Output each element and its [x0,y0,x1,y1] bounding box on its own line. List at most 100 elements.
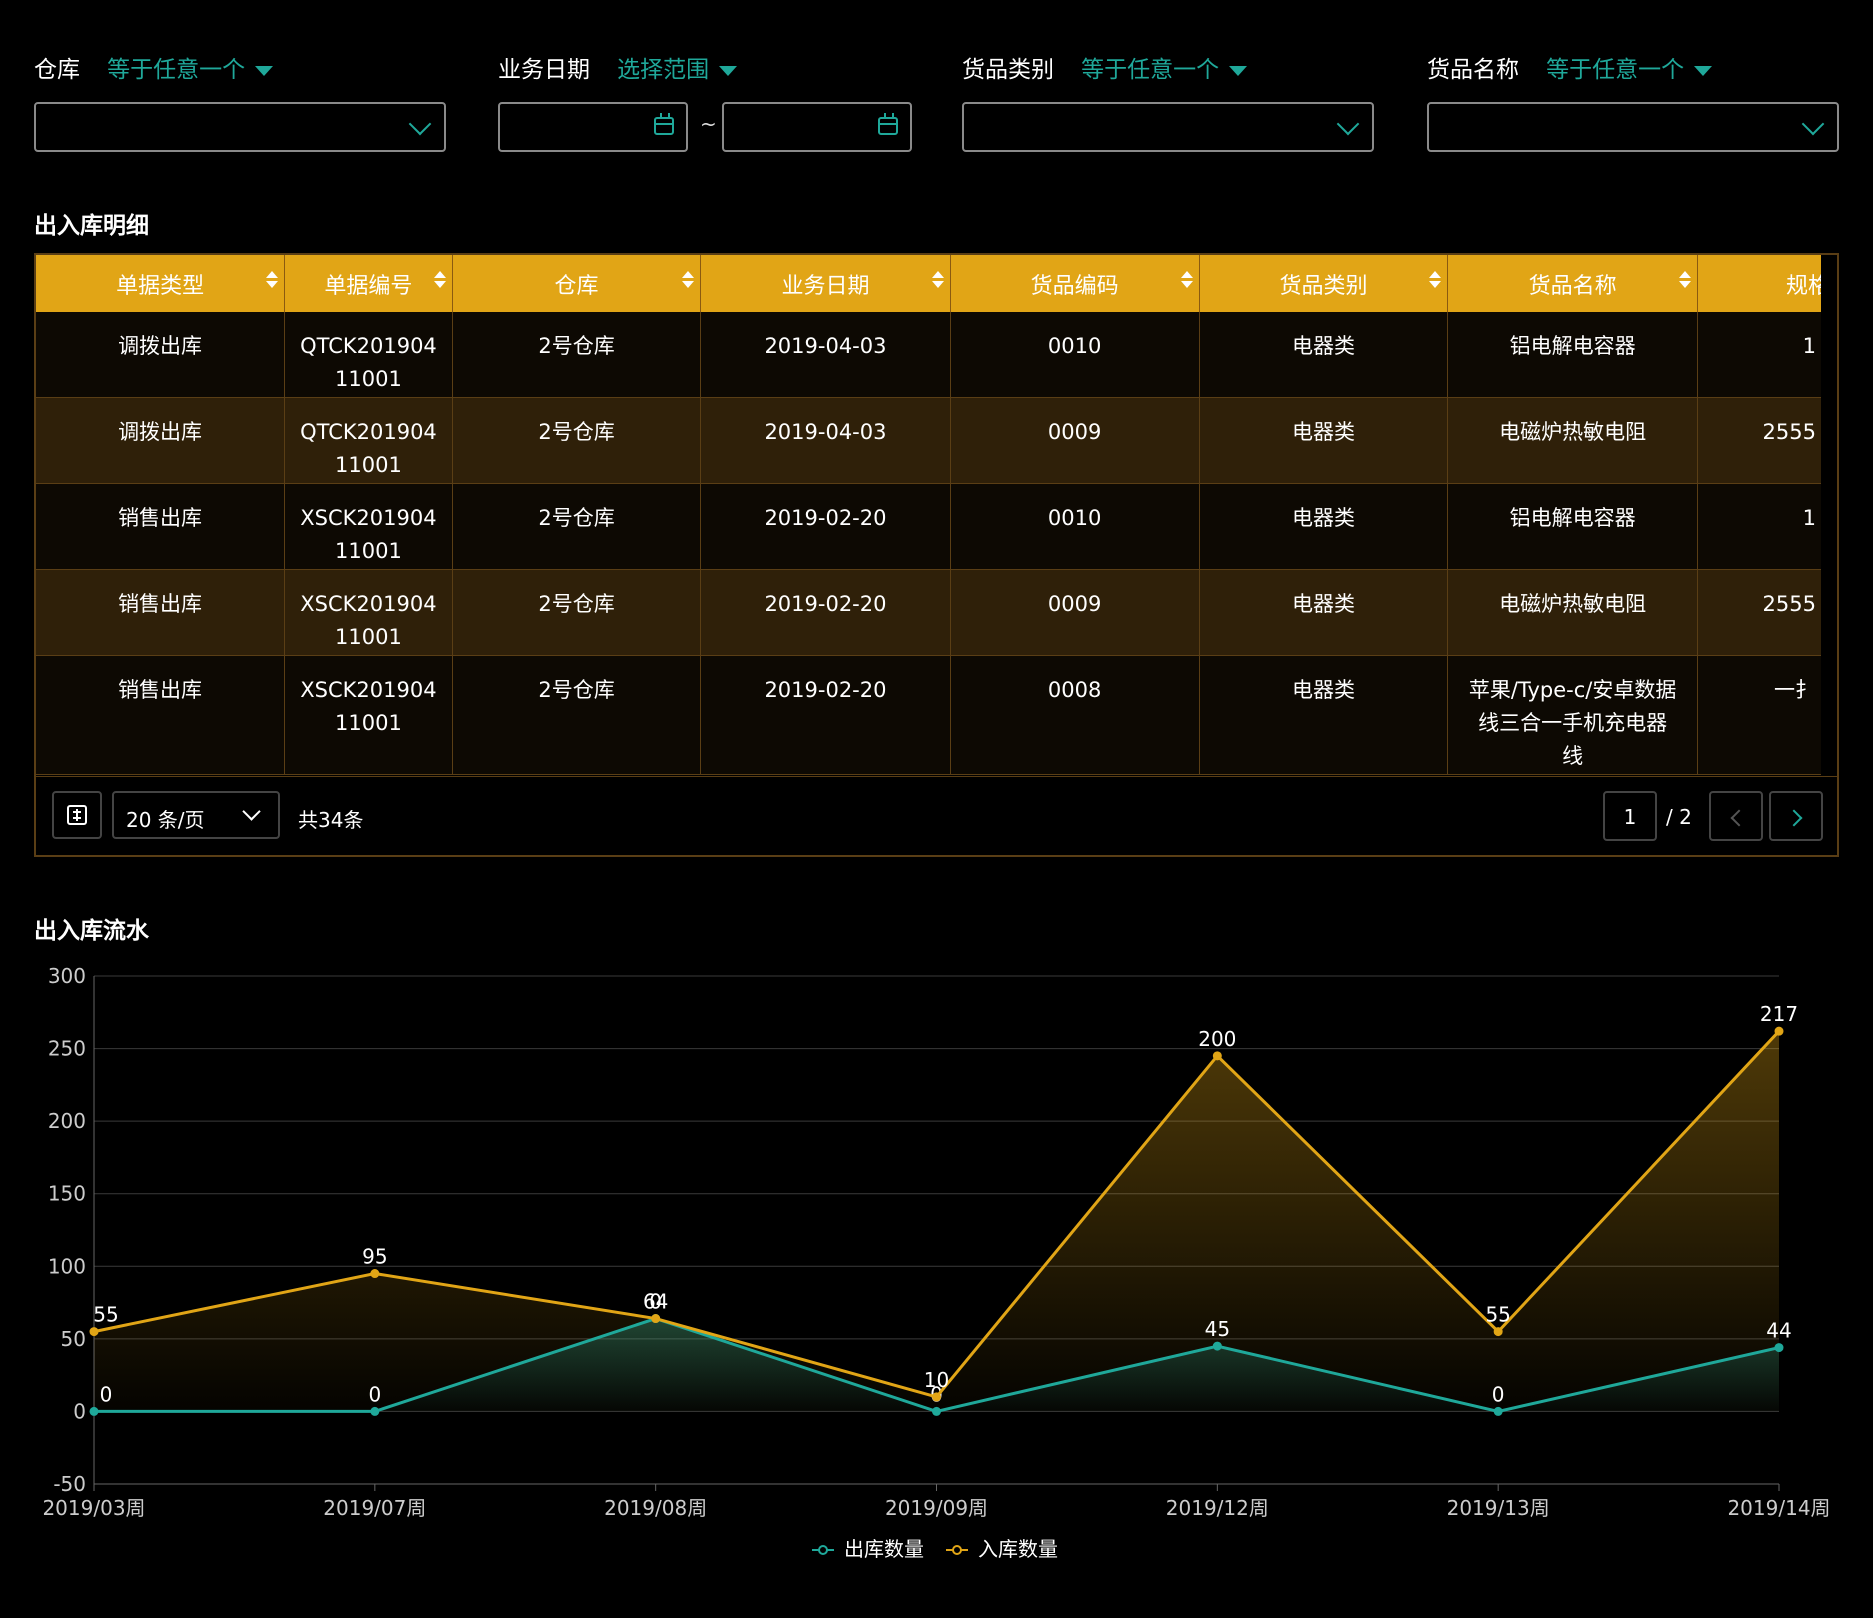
data-label: 64 [643,1290,668,1314]
column-header-type[interactable]: 单据类型 [36,255,286,312]
data-point[interactable] [1493,1406,1503,1416]
table-row[interactable]: 销售出库 XSCK201904 11001 2号仓库 2019-02-20 001… [36,483,1837,570]
cell-warehouse: 2号仓库 [452,312,702,398]
x-tick-label: 2019/09周 [885,1496,988,1520]
filter-operator-dropdown[interactable]: 等于任意一个 [107,50,274,90]
data-point[interactable] [89,1327,99,1337]
page-number-input[interactable]: 1 [1603,791,1657,841]
cell-date: 2019-04-03 [700,397,951,484]
table-row[interactable]: 销售出库 XSCK201904 11001 2号仓库 2019-02-20 000… [36,569,1837,656]
cell-spec: 一扌 [1697,655,1837,775]
y-tick-label: 50 [61,1327,86,1351]
cell-warehouse: 2号仓库 [452,397,702,484]
filter-operator-dropdown[interactable]: 选择范围 [617,50,738,90]
data-point[interactable] [932,1392,941,1402]
chevron-down-icon [1801,112,1825,136]
data-point[interactable] [932,1406,941,1416]
data-label: 55 [93,1303,118,1327]
data-label: 0 [368,1382,381,1406]
start-date-input[interactable] [498,102,688,152]
data-point[interactable] [1212,1051,1222,1061]
column-header-code[interactable]: 货品编码 [950,255,1200,312]
warehouse-select[interactable] [34,102,446,152]
column-header-doc-no[interactable]: 单据编号 [284,255,453,312]
data-point[interactable] [89,1406,99,1416]
y-tick-label: 200 [48,1109,86,1133]
cell-category: 电器类 [1199,312,1449,398]
y-tick-label: 0 [73,1399,86,1423]
cell-category: 电器类 [1199,569,1449,656]
page-size-select[interactable]: 20 条/页 [112,791,280,839]
cell-type: 销售出库 [36,655,286,775]
next-page-button[interactable] [1769,791,1823,841]
caret-down-icon [1694,65,1713,76]
data-point[interactable] [370,1406,380,1416]
legend-swatch-dot [952,1545,962,1555]
pagination-bar: 20 条/页 共34条 1 / 2 [36,776,1837,855]
prev-page-button[interactable] [1709,791,1763,841]
detail-table: 单据类型 单据编号 仓库 业务日期 货品编码 货品类别 货品名称 规格 调拨出库… [34,253,1839,857]
table-row[interactable]: 调拨出库 QTCK201904 11001 2号仓库 2019-04-03 001… [36,312,1837,398]
table-row[interactable]: 调拨出库 QTCK201904 11001 2号仓库 2019-04-03 000… [36,397,1837,484]
cell-name: 电磁炉热敏电阻 [1447,397,1698,484]
y-tick-label: 100 [48,1254,86,1278]
filter-label: 货品类别 [962,57,1054,83]
flow-section-title: 出入库流水 [34,918,149,944]
column-header-category[interactable]: 货品类别 [1199,255,1449,312]
x-tick-label: 2019/13周 [1447,1496,1550,1520]
filter-operator-dropdown[interactable]: 等于任意一个 [1081,50,1248,90]
category-select[interactable] [962,102,1374,152]
cell-doc-no: XSCK201904 11001 [284,569,453,656]
data-point[interactable] [1493,1327,1503,1337]
data-point[interactable] [370,1269,380,1279]
end-date-input[interactable] [722,102,912,152]
page-size-value: 20 条/页 [126,808,205,832]
total-count: 共34条 [298,808,364,832]
cell-doc-no: XSCK201904 11001 [284,483,453,570]
column-header-warehouse[interactable]: 仓库 [452,255,702,312]
x-tick-label: 2019/07周 [323,1496,426,1520]
filter-business-date: 业务日期 选择范围 ~ [498,50,912,152]
column-header-spec[interactable]: 规格 [1697,255,1837,312]
data-point[interactable] [651,1314,661,1324]
data-label: 0 [649,1290,662,1314]
cell-spec: 1 [1697,483,1837,570]
filter-label: 业务日期 [498,57,590,83]
product-name-select[interactable] [1427,102,1839,152]
data-point[interactable] [1774,1343,1784,1353]
cell-name: 苹果/Type-c/安卓数据 线三合一手机充电器线 [1447,655,1698,775]
column-settings-button[interactable] [52,791,102,839]
data-point[interactable] [1212,1341,1222,1351]
detail-section-title: 出入库明细 [34,213,149,239]
table-row[interactable]: 销售出库 XSCK201904 11001 2号仓库 2019-02-20 000… [36,655,1837,775]
legend-item-0[interactable]: 出库数量 [812,1537,924,1561]
y-tick-label: 250 [48,1037,86,1061]
data-label: 200 [1198,1027,1236,1051]
legend-label: 出库数量 [844,1537,924,1561]
column-header-date[interactable]: 业务日期 [700,255,951,312]
cell-name: 电磁炉热敏电阻 [1447,569,1698,656]
chevron-down-icon [408,112,432,136]
legend-label: 入库数量 [978,1537,1058,1561]
data-point[interactable] [1774,1026,1784,1036]
horizontal-scroll-edge [1821,255,1837,855]
cell-warehouse: 2号仓库 [452,655,702,775]
chevron-right-icon [1785,809,1803,827]
filter-category: 货品类别 等于任意一个 [962,50,1376,152]
data-label: 10 [924,1368,949,1392]
cell-type: 销售出库 [36,569,286,656]
cell-doc-no: XSCK201904 11001 [284,655,453,775]
cell-category: 电器类 [1199,483,1449,570]
cell-category: 电器类 [1199,397,1449,484]
cell-spec: 1 [1697,312,1837,398]
chevron-down-icon [242,802,261,821]
chevron-down-icon [1336,112,1360,136]
cell-name: 铝电解电容器 [1447,312,1698,398]
column-header-name[interactable]: 货品名称 [1447,255,1698,312]
filter-operator-dropdown[interactable]: 等于任意一个 [1546,50,1713,90]
cell-doc-no: QTCK201904 11001 [284,397,453,484]
legend-item-1[interactable]: 入库数量 [946,1537,1058,1561]
caret-down-icon [1229,65,1248,76]
filter-warehouse: 仓库 等于任意一个 [34,50,448,152]
